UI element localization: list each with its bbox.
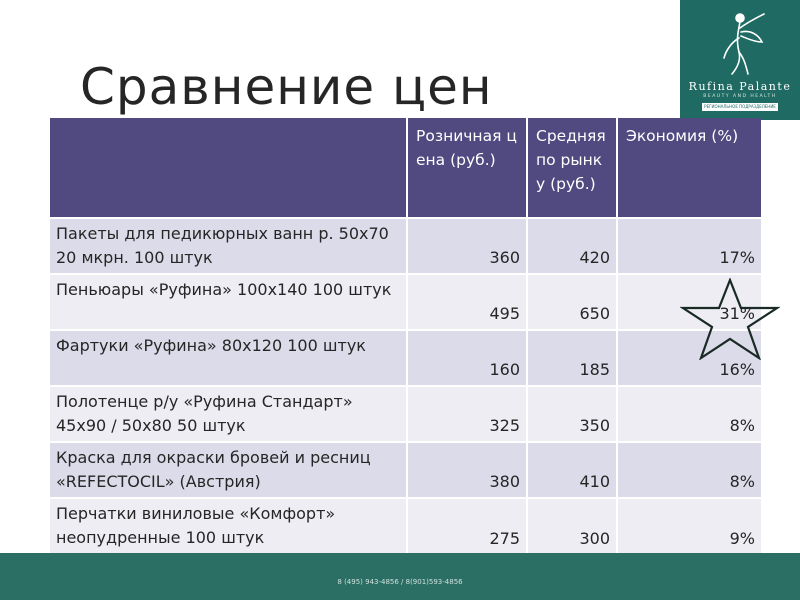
product-name: Краска для окраски бровей и ресниц «REFE…	[50, 441, 408, 498]
header-market-price: Средняя по рынку (руб.)	[527, 118, 618, 218]
market-price: 350	[527, 385, 618, 442]
logo-brand-name: Rufina Palante	[688, 80, 792, 93]
product-name: Пакеты для педикюрных ванн р. 50х70 20 м…	[50, 217, 408, 274]
retail-price: 275	[407, 497, 528, 554]
price-comparison-table: Розничная цена (руб.) Средняя по рынку (…	[50, 118, 761, 554]
saving-percent: 8%	[617, 441, 761, 498]
product-name: Полотенце р/у «Руфина Стандарт» 45х90 / …	[50, 385, 408, 442]
market-price: 185	[527, 329, 618, 386]
retail-price: 160	[407, 329, 528, 386]
footer-phones: 8 (495) 943-4856 / 8(901)593-4856	[337, 578, 463, 586]
saving-percent: 31%	[617, 273, 761, 330]
market-price: 410	[527, 441, 618, 498]
saving-percent: 16%	[617, 329, 761, 386]
footer-bar	[0, 553, 800, 600]
header-saving: Экономия (%)	[617, 118, 761, 218]
market-price: 420	[527, 217, 618, 274]
table-row: Перчатки виниловые «Комфорт» неопудренны…	[50, 497, 761, 554]
product-name: Пеньюары «Руфина» 100х140 100 штук	[50, 273, 408, 330]
table-row: Полотенце р/у «Руфина Стандарт» 45х90 / …	[50, 385, 761, 442]
market-price: 300	[527, 497, 618, 554]
header-product	[50, 118, 408, 218]
table-row: Пеньюары «Руфина» 100х140 100 штук 495 6…	[50, 273, 761, 330]
table-header-row: Розничная цена (руб.) Средняя по рынку (…	[50, 118, 761, 218]
logo-tagline: BEAUTY AND HEALTH	[703, 94, 777, 99]
retail-price: 360	[407, 217, 528, 274]
table-row: Пакеты для педикюрных ванн р. 50х70 20 м…	[50, 217, 761, 274]
fairy-logo-icon	[723, 13, 765, 75]
table-row: Краска для окраски бровей и ресниц «REFE…	[50, 441, 761, 498]
product-name: Фартуки «Руфина» 80х120 100 штук	[50, 329, 408, 386]
retail-price: 325	[407, 385, 528, 442]
retail-price: 495	[407, 273, 528, 330]
saving-percent: 9%	[617, 497, 761, 554]
retail-price: 380	[407, 441, 528, 498]
saving-percent: 8%	[617, 385, 761, 442]
brand-logo: Rufina Palante BEAUTY AND HEALTH РЕГИОНА…	[680, 0, 800, 120]
table-row: Фартуки «Руфина» 80х120 100 штук 160 185…	[50, 329, 761, 386]
slide-title: Сравнение цен	[80, 58, 493, 116]
market-price: 650	[527, 273, 618, 330]
product-name: Перчатки виниловые «Комфорт» неопудренны…	[50, 497, 408, 554]
header-retail-price: Розничная цена (руб.)	[407, 118, 528, 218]
logo-badge: РЕГИОНАЛЬНОЕ ПОДРАЗДЕЛЕНИЕ	[702, 103, 778, 111]
saving-percent: 17%	[617, 217, 761, 274]
